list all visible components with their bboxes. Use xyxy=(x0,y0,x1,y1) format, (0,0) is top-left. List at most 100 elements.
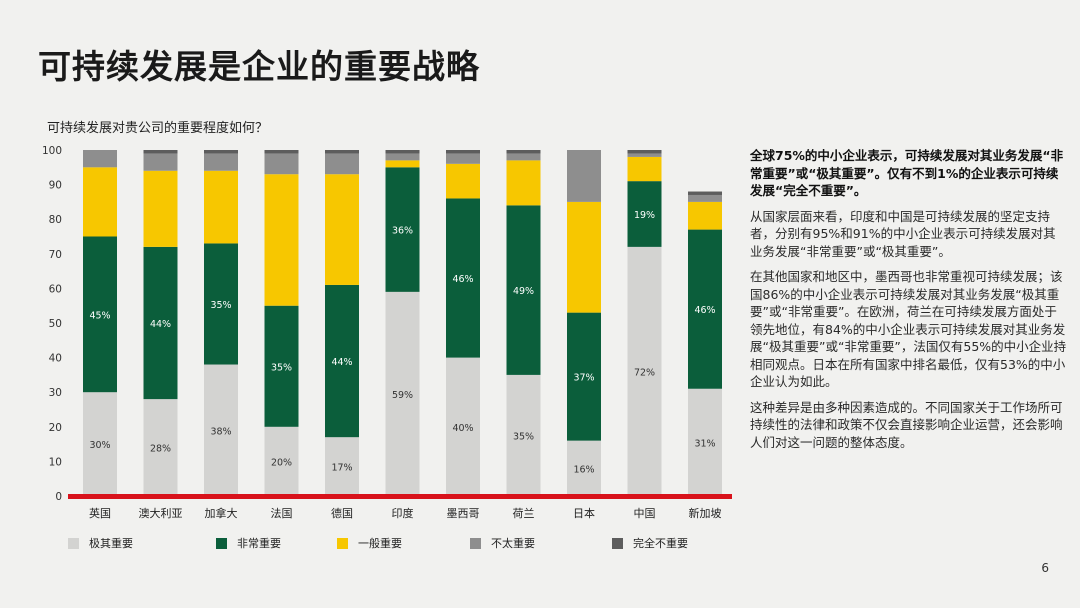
y-tick-label: 70 xyxy=(49,249,62,261)
data-label: 36% xyxy=(392,226,413,237)
x-tick-label: 印度 xyxy=(392,506,414,520)
bar-segment xyxy=(446,198,480,358)
bar-segment xyxy=(325,284,359,438)
bar-segment xyxy=(204,170,238,244)
y-tick-label: 80 xyxy=(49,214,62,226)
data-label: 37% xyxy=(573,373,594,384)
y-tick-label: 90 xyxy=(49,180,62,192)
legend-swatch xyxy=(470,537,481,549)
side-paragraph-1: 从国家层面来看，印度和中国是可持续发展的坚定支持者，分别有95%和91%的中小企… xyxy=(750,208,1056,259)
x-tick-label: 中国 xyxy=(634,507,656,520)
bar-segment xyxy=(506,153,541,161)
bar-segment xyxy=(385,160,420,168)
x-tick-label: 德国 xyxy=(331,506,353,520)
y-tick-label: 30 xyxy=(49,387,62,399)
data-label: 59% xyxy=(392,390,413,401)
x-tick-label: 墨西哥 xyxy=(447,507,480,520)
y-tick-label: 100 xyxy=(42,145,62,157)
data-label: 35% xyxy=(210,300,231,311)
bar-segment xyxy=(83,236,117,393)
bar-segment xyxy=(688,229,722,389)
bar-segment xyxy=(446,163,480,199)
legend-label: 不太重要 xyxy=(491,537,535,550)
bar-segment xyxy=(567,201,601,313)
y-tick-label: 20 xyxy=(49,422,62,434)
legend-swatch xyxy=(68,537,79,549)
bar-segment xyxy=(506,205,541,375)
bar-segment xyxy=(143,170,178,247)
bar-segment xyxy=(204,150,238,154)
bar-segment xyxy=(627,181,662,247)
side-lead-paragraph: 全球75%的中小企业表示，可持续发展对其业务发展“非常重要”或“极其重要”。仅有… xyxy=(750,148,1064,198)
bar-segment xyxy=(506,374,541,496)
y-tick-label: 40 xyxy=(49,353,62,365)
bar-segment xyxy=(627,246,662,496)
bar-segment xyxy=(627,153,662,157)
bar-segment xyxy=(143,246,178,400)
legend-label: 一般重要 xyxy=(358,537,402,550)
data-label: 30% xyxy=(89,440,110,451)
bar-segment xyxy=(204,243,238,365)
legend-item: 一般重要 xyxy=(337,535,402,551)
legend-label: 非常重要 xyxy=(237,537,281,550)
bar-segment xyxy=(143,399,178,496)
bar-segment xyxy=(264,305,299,427)
bar-segment xyxy=(688,194,722,202)
bar-segment xyxy=(83,167,117,237)
bar-segment xyxy=(385,167,420,292)
bar-segment xyxy=(325,150,359,154)
bar-segment xyxy=(83,150,117,168)
bar-segment xyxy=(325,437,359,496)
bar-segment xyxy=(446,153,480,164)
bar-segment xyxy=(385,150,420,154)
data-label: 38% xyxy=(210,426,231,437)
bar-segment xyxy=(325,153,359,175)
bar-segment xyxy=(204,153,238,171)
x-tick-label: 澳大利亚 xyxy=(139,506,183,520)
y-tick-label: 10 xyxy=(49,456,62,468)
bar-segment xyxy=(204,364,238,496)
legend-item: 非常重要 xyxy=(216,535,281,551)
side-paragraph-2: 在其他国家和地区中，墨西哥也非常重视可持续发展；该国86%的中小企业表示可持续发… xyxy=(750,269,1067,389)
x-tick-label: 法国 xyxy=(271,506,293,520)
bar-segment xyxy=(688,191,722,195)
bar-segment xyxy=(446,357,480,496)
bar-segment xyxy=(506,160,541,206)
chart-title: 可持续发展对贵公司的重要程度如何？ xyxy=(47,121,269,136)
bar-segment xyxy=(143,150,178,154)
legend-item: 极其重要 xyxy=(68,535,133,551)
bar-segment xyxy=(143,153,178,171)
data-label: 35% xyxy=(271,362,292,373)
x-tick-label: 日本 xyxy=(573,506,595,520)
bar-segment xyxy=(264,426,299,496)
legend-swatch xyxy=(612,537,623,549)
legend-label: 完全不重要 xyxy=(633,537,688,550)
y-tick-label: 50 xyxy=(49,318,62,330)
data-label: 46% xyxy=(694,305,715,316)
data-label: 28% xyxy=(150,444,171,455)
side-paragraph-3: 这种差异是由多种因素造成的。不同国家关于工作场所可持续性的法律和政策不仅会直接影… xyxy=(750,399,1063,450)
bar-segment xyxy=(83,392,117,496)
data-label: 35% xyxy=(513,431,534,442)
bar-segment xyxy=(446,150,480,154)
page-number: 6 xyxy=(1041,561,1049,575)
data-label: 44% xyxy=(150,319,171,330)
legend-swatch xyxy=(337,537,348,549)
y-tick-label: 0 xyxy=(55,491,62,503)
baseline-axis xyxy=(68,494,732,499)
legend-label: 极其重要 xyxy=(89,537,133,550)
bar-segment xyxy=(506,150,541,154)
bar-segment xyxy=(567,440,601,496)
y-tick-label: 60 xyxy=(49,283,62,295)
legend-item: 不太重要 xyxy=(470,535,535,551)
bar-segment xyxy=(385,291,420,496)
data-label: 16% xyxy=(573,464,594,475)
bar-segment xyxy=(385,153,420,161)
data-label: 17% xyxy=(331,463,352,474)
bar-segment xyxy=(264,153,299,175)
bar-segment xyxy=(264,174,299,306)
bar-segment xyxy=(325,174,359,285)
data-label: 31% xyxy=(694,438,715,449)
data-label: 46% xyxy=(452,274,473,285)
data-label: 19% xyxy=(634,210,655,221)
